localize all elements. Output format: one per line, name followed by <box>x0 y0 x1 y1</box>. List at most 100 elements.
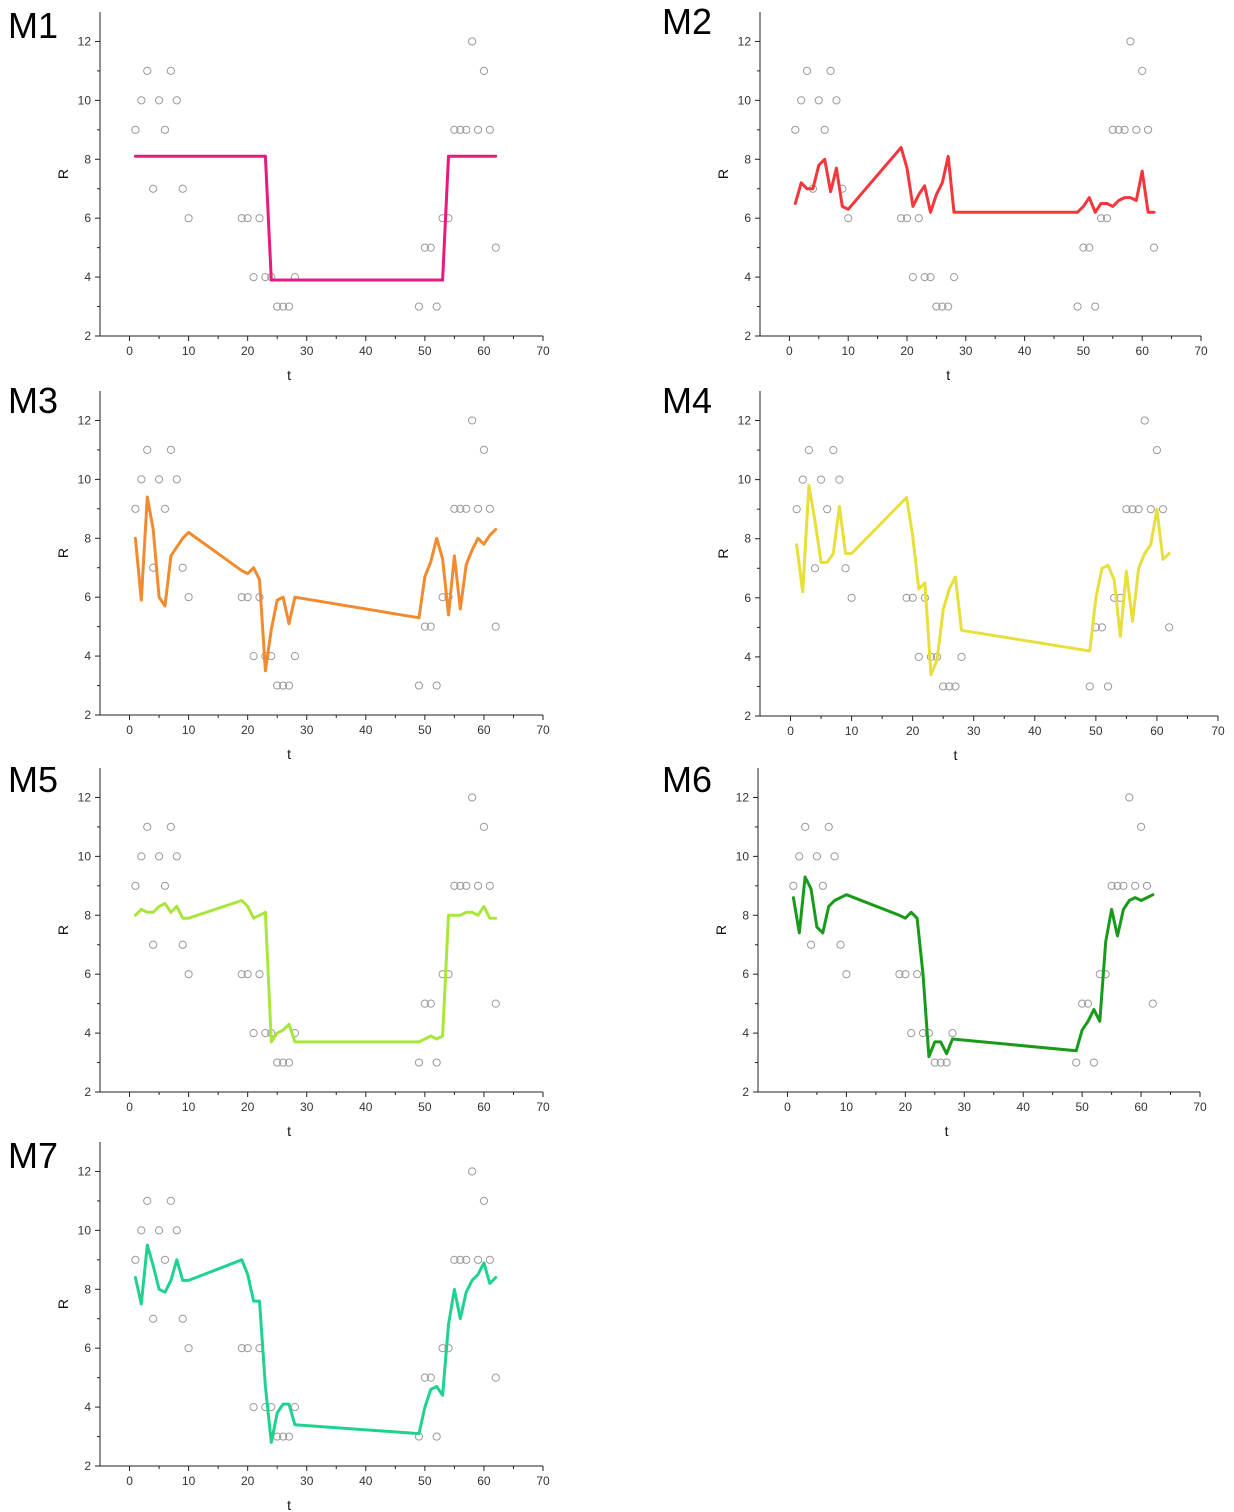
observation-point <box>184 970 193 979</box>
x-tick-label: 70 <box>536 344 550 358</box>
y-tick-label: 8 <box>84 152 91 166</box>
observation-point <box>802 66 812 76</box>
observation-point <box>279 1058 288 1067</box>
observation-point <box>1149 243 1159 252</box>
y-tick-label: 10 <box>78 472 92 486</box>
observation-point <box>468 793 477 802</box>
panel-title: M5 <box>8 759 58 800</box>
observation-point <box>284 302 294 311</box>
observation-point <box>1143 125 1153 134</box>
observation-point <box>812 852 822 861</box>
observation-point <box>432 1058 441 1067</box>
observation-point <box>154 852 164 861</box>
y-tick-label: 6 <box>84 211 91 225</box>
observation-point <box>479 66 489 76</box>
observation-point <box>456 125 465 134</box>
observation-point <box>801 822 810 832</box>
y-tick-label: 4 <box>84 649 91 663</box>
observation-point <box>178 940 187 949</box>
observation-point <box>420 243 429 252</box>
observation-point <box>1107 881 1116 890</box>
observation-point <box>1131 881 1140 890</box>
x-tick-label: 0 <box>126 1100 133 1114</box>
panel-m4: M4 0 10 20 30 40 50 60 70 2 4 6 8 10 12 t R <box>662 380 1225 763</box>
observation-point <box>485 125 494 134</box>
x-tick-label: 40 <box>1017 1100 1031 1114</box>
y-tick-label: 6 <box>744 591 751 605</box>
x-tick-label: 30 <box>959 344 973 358</box>
observation-point <box>914 652 923 662</box>
observation-point <box>172 852 181 861</box>
observation-point <box>789 881 798 890</box>
x-axis-title: t <box>953 747 957 763</box>
y-axis-title: R <box>55 925 71 935</box>
x-tick-label: 60 <box>477 344 491 358</box>
x-tick-label: 50 <box>1089 724 1103 738</box>
x-tick-label: 10 <box>182 344 196 358</box>
observation-point <box>841 564 850 573</box>
observation-point <box>948 1028 957 1038</box>
observation-point <box>279 1432 288 1441</box>
observation-point <box>137 852 146 861</box>
observation-point <box>485 881 494 890</box>
observation-point <box>154 96 164 105</box>
observation-point <box>414 1058 424 1067</box>
observation-point <box>137 1226 146 1235</box>
y-axis-title: R <box>715 548 731 558</box>
observation-point <box>184 1344 193 1353</box>
observation-point <box>414 681 424 690</box>
y-tick-label: 4 <box>84 1400 91 1414</box>
y-tick-label: 6 <box>84 967 91 981</box>
observation-point <box>1114 125 1123 134</box>
x-tick-label: 10 <box>182 1100 196 1114</box>
observation-point <box>243 593 252 602</box>
fit-line <box>133 899 498 1044</box>
y-tick-label: 10 <box>738 93 752 107</box>
observation-point <box>908 593 917 602</box>
y-axis-title: R <box>55 1299 71 1309</box>
observation-point <box>1083 999 1093 1008</box>
observation-point <box>491 999 500 1008</box>
panel-title: M6 <box>662 759 712 800</box>
observation-point <box>143 66 152 76</box>
observation-point <box>826 66 835 76</box>
observation-point <box>1120 125 1129 134</box>
x-tick-label: 20 <box>241 723 255 737</box>
x-axis-title: t <box>287 367 291 383</box>
observation-point <box>261 272 270 282</box>
observation-point <box>284 1058 294 1067</box>
observation-point <box>791 125 800 134</box>
x-tick-label: 10 <box>842 344 856 358</box>
observation-point <box>1132 125 1141 134</box>
y-tick-label: 12 <box>78 413 92 427</box>
y-tick-label: 8 <box>744 152 751 166</box>
observation-point <box>1146 505 1155 514</box>
x-tick-label: 60 <box>1134 1100 1148 1114</box>
x-tick-label: 50 <box>418 1474 432 1488</box>
observation-point <box>932 302 941 311</box>
x-tick-label: 10 <box>182 723 196 737</box>
x-tick-label: 40 <box>1018 344 1032 358</box>
observation-point <box>920 272 929 282</box>
x-tick-label: 50 <box>418 1100 432 1114</box>
x-tick-label: 30 <box>300 1100 314 1114</box>
observation-point <box>414 302 424 311</box>
observation-point <box>290 651 300 661</box>
observation-point <box>936 1058 945 1067</box>
panel-m2: M2 0 10 20 30 40 50 60 70 2 4 6 8 10 12 t R <box>662 1 1208 383</box>
observation-point <box>473 1255 483 1264</box>
observation-point <box>938 302 947 311</box>
observation-point <box>1148 999 1157 1008</box>
observation-point <box>137 96 146 105</box>
observation-point <box>930 1058 939 1067</box>
observation-point <box>284 1432 294 1441</box>
panel-title: M4 <box>662 380 712 421</box>
observation-point <box>926 272 935 282</box>
x-axis-title: t <box>946 367 950 383</box>
x-tick-label: 30 <box>300 723 314 737</box>
observation-point <box>491 1373 500 1382</box>
x-tick-label: 60 <box>477 1100 491 1114</box>
observation-point <box>902 214 912 223</box>
observation-point <box>1119 881 1128 890</box>
observation-point <box>154 475 164 484</box>
